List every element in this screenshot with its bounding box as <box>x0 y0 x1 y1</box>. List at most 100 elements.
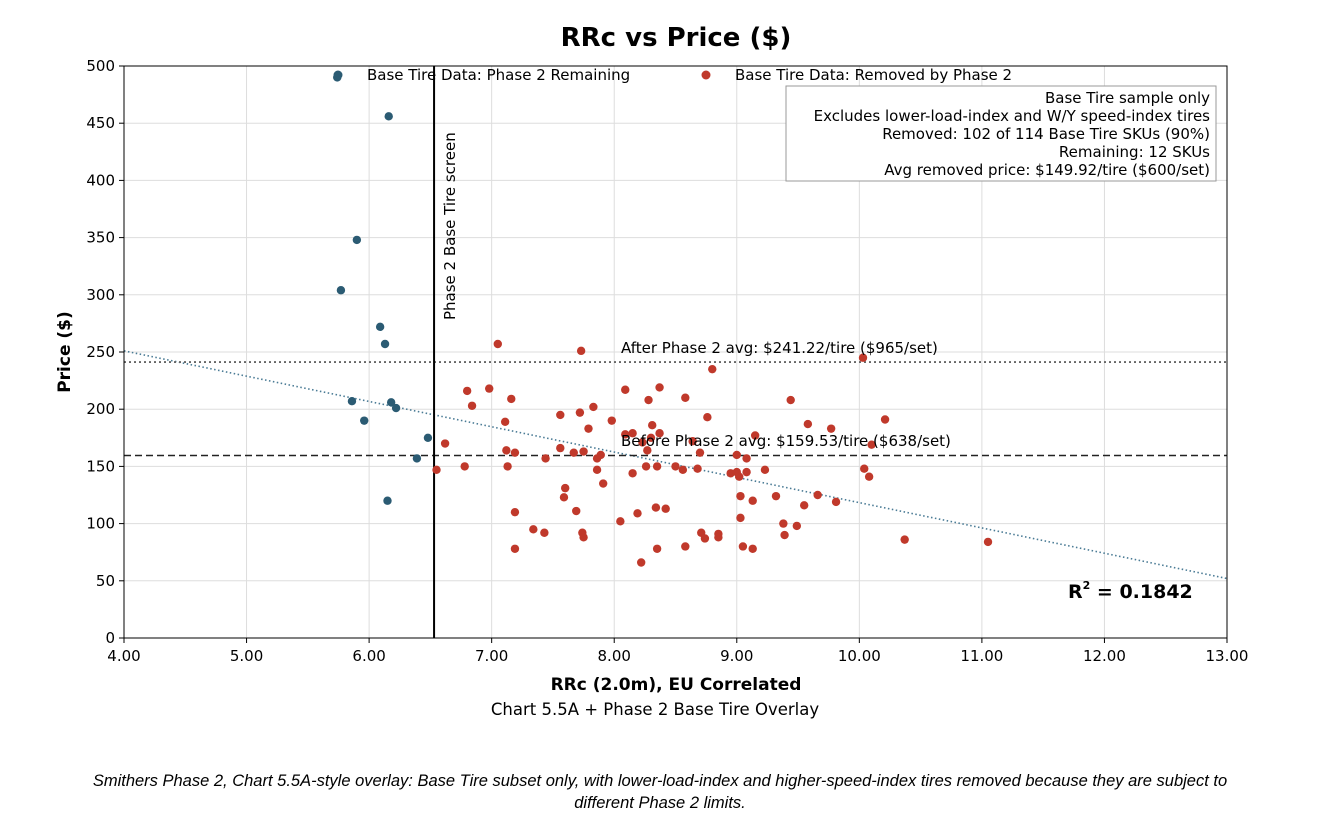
y-tick-label: 350 <box>86 229 115 247</box>
x-tick-label: 5.00 <box>230 647 263 665</box>
data-point-removed <box>643 446 652 455</box>
legend-marker-removed <box>701 70 711 80</box>
data-point-removed <box>681 393 690 402</box>
legend-label-removed: Base Tire Data: Removed by Phase 2 <box>735 66 1012 84</box>
data-point-removed <box>736 513 745 523</box>
data-point-remaining <box>347 396 357 406</box>
y-tick-label: 200 <box>86 400 115 418</box>
data-point-removed <box>576 346 586 356</box>
annotation-line: Removed: 102 of 114 Base Tire SKUs (90%) <box>882 125 1210 143</box>
data-point-removed <box>529 525 538 534</box>
data-point-removed <box>799 501 809 510</box>
data-point-removed <box>860 464 869 473</box>
legend: Base Tire Data: Phase 2 Remaining Base T… <box>333 66 1012 84</box>
data-point-removed <box>561 483 570 493</box>
data-point-removed <box>575 408 585 417</box>
data-point-removed <box>540 528 549 537</box>
data-point-removed <box>858 353 868 362</box>
data-point-removed <box>510 507 520 517</box>
data-point-removed <box>541 454 550 463</box>
chart-title: RRc vs Price ($) <box>561 23 792 53</box>
reference-lines <box>123 66 1228 638</box>
data-point-removed <box>708 364 717 374</box>
data-point-removed <box>589 402 598 412</box>
data-point-removed <box>507 394 516 404</box>
data-point-removed <box>636 558 646 567</box>
r-squared-label: R2 = 0.1842 <box>1068 579 1193 603</box>
annotation-box: Base Tire sample only Excludes lower-loa… <box>785 85 1217 182</box>
data-point-removed <box>460 462 469 471</box>
annotation-line: Avg removed price: $149.92/tire ($600/se… <box>884 161 1210 179</box>
data-point-removed <box>633 509 642 518</box>
data-point-removed <box>621 430 630 439</box>
data-point-removed <box>572 506 581 516</box>
data-point-removed <box>502 446 511 455</box>
data-point-removed <box>813 490 822 500</box>
data-point-remaining <box>360 416 369 425</box>
y-tick-label: 150 <box>86 457 115 475</box>
data-point-removed <box>786 395 795 405</box>
data-point-remaining <box>384 112 393 121</box>
figure-caption: Smithers Phase 2, Chart 5.5A-style overl… <box>0 770 1320 814</box>
data-point-removed <box>493 339 502 349</box>
data-point-remaining <box>352 235 362 245</box>
data-point-removed <box>732 450 741 460</box>
data-point-removed <box>714 533 723 542</box>
data-point-removed <box>598 479 608 488</box>
data-point-removed <box>655 429 664 438</box>
y-tick-label: 400 <box>86 171 115 189</box>
x-axis-label: RRc (2.0m), EU Correlated <box>551 675 802 695</box>
data-point-removed <box>771 491 781 501</box>
data-point-removed <box>900 535 909 544</box>
data-point-removed <box>678 465 688 475</box>
annotation-line: Remaining: 12 SKUs <box>1059 143 1210 161</box>
data-point-removed <box>695 448 705 457</box>
x-tick-label: 7.00 <box>475 647 508 665</box>
data-point-removed <box>510 448 520 457</box>
data-point-removed <box>556 443 565 453</box>
legend-marker-remaining <box>333 70 343 80</box>
x-tick-label: 6.00 <box>352 647 385 665</box>
data-point-removed <box>738 542 748 551</box>
data-point-removed <box>681 542 690 551</box>
data-point-removed <box>748 496 757 505</box>
axis-ticks: 4.00 5.00 6.00 7.00 8.00 9.00 10.00 11.00 12.00 1… <box>86 57 1248 665</box>
data-point-removed <box>661 504 670 513</box>
x-tick-label: 10.00 <box>838 647 881 665</box>
data-point-removed <box>596 450 605 460</box>
data-point-removed <box>556 410 565 420</box>
data-point-removed <box>880 415 890 424</box>
data-point-removed <box>671 462 680 471</box>
scatter-chart: RRc vs Price ($) 4.00 5.00 6.00 7.00 8.00 9.0… <box>55 23 1248 719</box>
data-point-removed <box>467 401 477 410</box>
data-point-removed <box>628 469 637 478</box>
data-point-removed <box>688 437 697 446</box>
y-tick-label: 100 <box>86 515 115 533</box>
data-point-removed <box>983 537 993 547</box>
data-point-removed <box>616 517 625 526</box>
data-point-removed <box>826 424 836 433</box>
data-point-removed <box>652 462 662 471</box>
data-point-removed <box>592 465 602 475</box>
data-point-removed <box>621 385 630 394</box>
annotation-line: Excludes lower-load-index and W/Y speed-… <box>814 107 1211 125</box>
data-point-removed <box>646 433 656 442</box>
data-point-remaining <box>383 496 392 505</box>
data-point-removed <box>440 439 450 448</box>
data-point-removed <box>569 448 578 457</box>
data-point-removed <box>742 454 751 463</box>
data-point-removed <box>864 472 874 481</box>
data-point-removed <box>693 464 702 473</box>
data-point-removed <box>500 417 510 426</box>
data-point-removed <box>579 533 588 542</box>
data-point-removed <box>503 462 512 471</box>
data-point-removed <box>462 386 472 396</box>
data-point-removed <box>651 503 661 512</box>
data-point-removed <box>779 519 788 528</box>
data-point-removed <box>736 491 745 501</box>
data-point-remaining <box>336 286 346 295</box>
data-point-removed <box>638 438 647 447</box>
data-points <box>333 73 993 567</box>
data-point-removed <box>750 431 760 440</box>
data-point-removed <box>760 465 770 475</box>
